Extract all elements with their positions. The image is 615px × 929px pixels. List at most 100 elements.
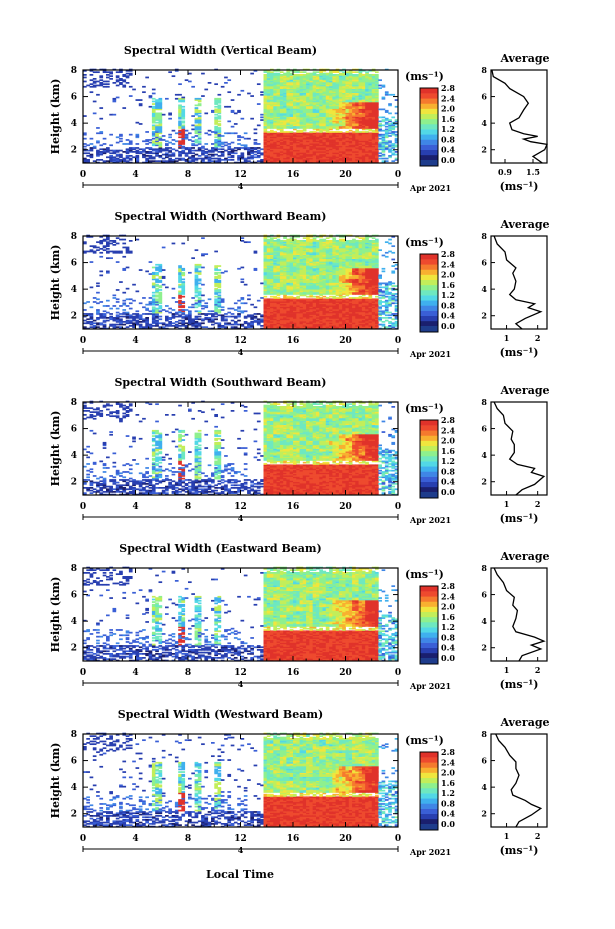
heatmap-cell — [214, 153, 218, 156]
heatmap-cell — [279, 88, 284, 91]
heatmap-cell — [273, 289, 277, 291]
heatmap-cell — [283, 249, 287, 252]
heatmap-cell — [191, 144, 195, 147]
heatmap-cell — [276, 245, 281, 248]
heatmap-cell — [361, 82, 366, 84]
heatmap-cell — [289, 273, 294, 275]
heatmap-cell — [293, 117, 297, 120]
heatmap-cell — [345, 109, 350, 112]
heatmap-cell — [338, 115, 343, 117]
heatmap-cell — [279, 271, 284, 274]
heatmap-cell — [335, 115, 340, 117]
heatmap-cell — [263, 271, 268, 274]
heatmap-cell — [365, 136, 369, 139]
heatmap-cell — [266, 255, 271, 258]
heatmap-cell — [375, 76, 379, 79]
heatmap-cell — [214, 266, 218, 269]
heatmap-cell — [319, 137, 323, 140]
heatmap-cell — [237, 159, 241, 161]
heatmap-cell — [165, 143, 169, 145]
heatmap-cell — [286, 261, 291, 263]
heatmap-cell — [276, 149, 281, 152]
heatmap-cell — [299, 136, 304, 139]
heatmap-cell — [197, 137, 202, 140]
heatmap-cell — [358, 89, 363, 92]
heatmap-cell — [178, 306, 182, 309]
heatmap-cell — [345, 133, 350, 136]
heatmap-cell — [263, 104, 268, 107]
heatmap-cell — [348, 82, 353, 84]
heatmap-cell — [302, 160, 307, 163]
heatmap-cell — [270, 240, 274, 242]
heatmap-cell — [391, 145, 396, 148]
heatmap-cell — [338, 83, 343, 86]
heatmap-cell — [332, 111, 337, 113]
heatmap-cell — [112, 294, 117, 297]
heatmap-cell — [273, 119, 277, 121]
heatmap-cell — [312, 89, 317, 92]
heatmap-cell — [325, 132, 330, 135]
heatmap-cell — [204, 306, 209, 309]
heatmap-cell — [332, 124, 337, 127]
heatmap-cell — [201, 95, 205, 97]
heatmap-cell — [352, 99, 356, 101]
heatmap-cell — [214, 313, 218, 315]
heatmap-cell — [322, 105, 327, 108]
heatmap-cell — [279, 253, 284, 256]
heatmap-cell — [194, 135, 199, 137]
heatmap-cell — [289, 153, 294, 156]
heatmap-cell — [217, 116, 222, 119]
heatmap-cell — [378, 87, 382, 90]
heatmap-cell — [214, 145, 218, 148]
heatmap-cell — [266, 267, 271, 270]
heatmap-cell — [302, 148, 307, 151]
heatmap-cell — [378, 137, 382, 140]
heatmap-cell — [178, 319, 182, 322]
heatmap-cell — [289, 111, 294, 113]
heatmap-cell — [358, 104, 363, 107]
heatmap-cell — [286, 325, 291, 327]
heatmap-cell — [165, 153, 169, 156]
heatmap-cell — [289, 323, 294, 326]
heatmap-cell — [178, 291, 182, 294]
heatmap-cell — [388, 123, 392, 125]
heatmap-cell — [109, 313, 113, 315]
heatmap-cell — [115, 76, 120, 79]
heatmap-cell — [361, 70, 366, 72]
heatmap-cell — [279, 89, 284, 92]
heatmap-cell — [276, 244, 281, 246]
heatmap-cell — [352, 132, 356, 135]
heatmap-cell — [214, 99, 218, 101]
heatmap-cell — [316, 139, 320, 141]
heatmap-cell — [112, 100, 117, 103]
heatmap-cell — [319, 125, 323, 128]
heatmap-cell — [243, 148, 248, 151]
heatmap-cell — [266, 71, 271, 74]
heatmap-cell — [365, 109, 369, 112]
heatmap-cell — [322, 143, 327, 145]
heatmap-cell — [345, 148, 350, 151]
heatmap-cell — [283, 132, 287, 135]
heatmap-cell — [342, 145, 346, 148]
heatmap-cell — [375, 125, 379, 128]
heatmap-cell — [279, 97, 284, 100]
heatmap-cell — [270, 148, 274, 151]
heatmap-cell — [273, 255, 277, 258]
heatmap-cell — [371, 88, 376, 91]
heatmap-cell — [184, 136, 189, 139]
heatmap-cell — [158, 279, 163, 282]
heatmap-cell — [371, 109, 376, 112]
heatmap-cell — [178, 131, 182, 133]
heatmap-cell — [115, 79, 120, 82]
heatmap-cell — [194, 323, 199, 326]
heatmap-cell — [122, 255, 127, 258]
heatmap-cell — [352, 80, 356, 83]
heatmap-cell — [384, 160, 389, 163]
heatmap-cell — [302, 85, 307, 88]
heatmap-cell — [394, 119, 399, 121]
heatmap-cell — [188, 323, 192, 326]
heatmap-cell — [256, 299, 261, 302]
heatmap-cell — [250, 321, 254, 323]
heatmap-cell — [194, 265, 199, 267]
heatmap-cell — [178, 301, 182, 303]
